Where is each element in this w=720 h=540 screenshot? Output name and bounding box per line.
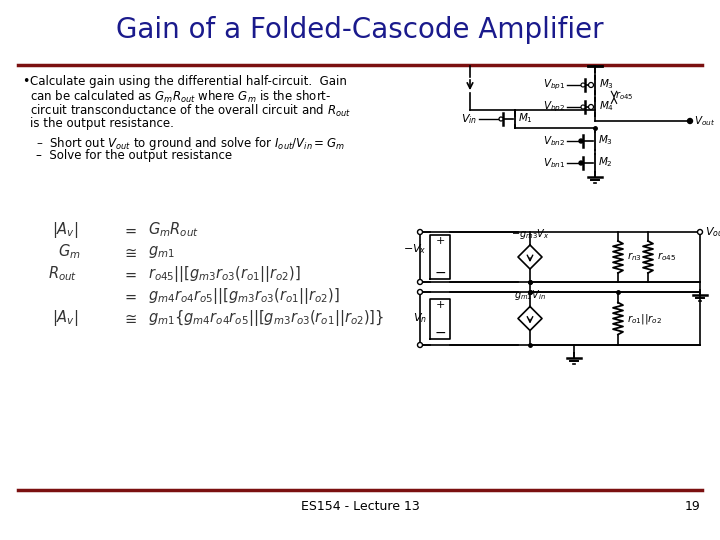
Circle shape xyxy=(499,117,503,121)
Circle shape xyxy=(588,105,593,110)
Text: $V_n$: $V_n$ xyxy=(413,312,427,326)
Text: $\cong$: $\cong$ xyxy=(122,310,138,326)
Circle shape xyxy=(581,83,585,87)
Text: $V_{in}$: $V_{in}$ xyxy=(461,112,477,126)
Text: $g_{m1}$: $g_{m1}$ xyxy=(148,244,175,260)
Text: ES154 - Lecture 13: ES154 - Lecture 13 xyxy=(301,501,419,514)
Text: $r_{n3}$: $r_{n3}$ xyxy=(627,251,642,264)
Circle shape xyxy=(581,105,585,109)
Text: $M_3$: $M_3$ xyxy=(599,77,614,91)
Text: $\cong$: $\cong$ xyxy=(122,245,138,260)
Text: •: • xyxy=(22,75,30,88)
Circle shape xyxy=(579,139,583,143)
Circle shape xyxy=(418,280,423,285)
Text: $V_{bp2}$: $V_{bp2}$ xyxy=(543,100,565,114)
Text: $-g_{m3}V_x$: $-g_{m3}V_x$ xyxy=(510,227,549,241)
Text: $=$: $=$ xyxy=(122,222,138,238)
Text: can be calculated as $G_mR_{out}$ where $G_m$ is the short-: can be calculated as $G_mR_{out}$ where … xyxy=(30,89,331,105)
Circle shape xyxy=(588,83,593,87)
Text: $g_{m4}r_{o4}r_{o5}||[g_{m3}r_{o3}(r_{o1}||r_{o2})]$: $g_{m4}r_{o4}r_{o5}||[g_{m3}r_{o3}(r_{o1… xyxy=(148,286,340,306)
Text: $V_{out}$: $V_{out}$ xyxy=(705,225,720,239)
Text: $M_3$: $M_3$ xyxy=(598,133,613,147)
Text: $V_{bn2}$: $V_{bn2}$ xyxy=(543,134,565,148)
Text: $r_{o45}$: $r_{o45}$ xyxy=(657,251,676,264)
Circle shape xyxy=(688,118,693,124)
Text: $M_2$: $M_2$ xyxy=(598,155,613,169)
Text: $V_{bp1}$: $V_{bp1}$ xyxy=(543,78,565,92)
Circle shape xyxy=(418,289,423,294)
Text: is the output resistance.: is the output resistance. xyxy=(30,117,174,130)
Text: $=$: $=$ xyxy=(122,288,138,303)
Text: $=$: $=$ xyxy=(122,267,138,281)
Text: $g_{m1}V_{in}$: $g_{m1}V_{in}$ xyxy=(514,288,546,302)
Text: −: − xyxy=(434,266,446,280)
Text: $G_mR_{out}$: $G_mR_{out}$ xyxy=(148,221,199,239)
Text: $r_{o45}||[g_{m3}r_{o3}(r_{o1}||r_{o2})]$: $r_{o45}||[g_{m3}r_{o3}(r_{o1}||r_{o2})]… xyxy=(148,264,301,284)
Text: $M_1$: $M_1$ xyxy=(518,111,533,125)
Text: $|A_v|$: $|A_v|$ xyxy=(52,220,78,240)
Text: +: + xyxy=(436,300,445,309)
Text: –  Solve for the output resistance: – Solve for the output resistance xyxy=(36,149,232,162)
Text: +: + xyxy=(436,236,445,246)
Text: $V_{bn1}$: $V_{bn1}$ xyxy=(543,156,565,170)
Circle shape xyxy=(418,230,423,234)
Text: Gain of a Folded-Cascode Amplifier: Gain of a Folded-Cascode Amplifier xyxy=(116,16,604,44)
Text: $M_4$: $M_4$ xyxy=(599,99,614,113)
Text: circuit transconductance of the overall circuit and $R_{out}$: circuit transconductance of the overall … xyxy=(30,103,351,119)
Circle shape xyxy=(698,230,703,234)
Text: $R_{out}$: $R_{out}$ xyxy=(48,265,77,284)
Text: $r_{o45}$: $r_{o45}$ xyxy=(615,90,634,103)
Text: $V_{out}$: $V_{out}$ xyxy=(694,114,715,128)
Text: 19: 19 xyxy=(684,501,700,514)
Circle shape xyxy=(579,161,583,165)
Text: Calculate gain using the differential half-circuit.  Gain: Calculate gain using the differential ha… xyxy=(30,75,347,88)
Text: $g_{m1}\{g_{m4}r_{o4}r_{o5}||[g_{m3}r_{o3}(r_{o1}||r_{o2})]\}$: $g_{m1}\{g_{m4}r_{o4}r_{o5}||[g_{m3}r_{o… xyxy=(148,308,384,328)
Text: −: − xyxy=(434,326,446,340)
Text: $-V_x$: $-V_x$ xyxy=(403,242,427,256)
Circle shape xyxy=(418,342,423,348)
Text: –  Short out $V_{out}$ to ground and solve for $I_{out}/V_{in} = G_m$: – Short out $V_{out}$ to ground and solv… xyxy=(36,135,345,152)
Text: $|A_v|$: $|A_v|$ xyxy=(52,308,78,328)
Text: $G_m$: $G_m$ xyxy=(58,242,81,261)
Text: $r_{o1}||r_{o2}$: $r_{o1}||r_{o2}$ xyxy=(627,312,662,326)
